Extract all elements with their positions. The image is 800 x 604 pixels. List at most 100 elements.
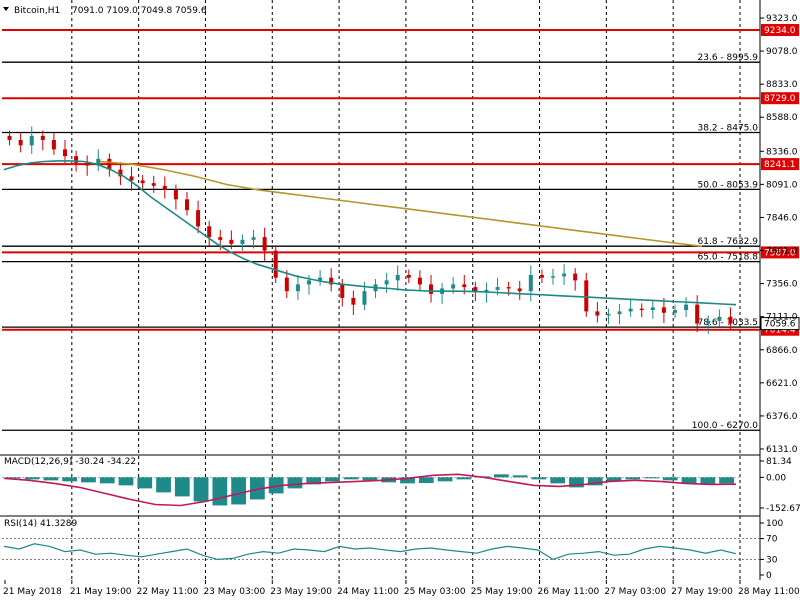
fibo-label: 100.0 - 6270.0 xyxy=(692,421,758,431)
candle-body xyxy=(606,314,611,316)
candle-body xyxy=(185,199,189,211)
macd-bar xyxy=(81,477,96,483)
last-price-label: 7059.6 xyxy=(764,320,796,330)
candle-body xyxy=(262,237,267,251)
price-tick-label: 7356.0 xyxy=(766,280,798,290)
time-tick-label: 21 May 19:00 xyxy=(70,587,132,597)
macd-bar xyxy=(662,477,678,481)
candle-body xyxy=(506,287,511,289)
time-tick-label: 27 May 03:00 xyxy=(604,587,666,597)
candle-body xyxy=(661,307,666,313)
fibo-label: 78.6 - 7033.5 xyxy=(698,318,759,328)
candle-body xyxy=(340,284,345,298)
macd-bar xyxy=(137,477,153,489)
rsi-title: RSI(14) 41.3289 xyxy=(4,519,77,529)
candle-body xyxy=(551,276,555,278)
candle-body xyxy=(18,139,23,146)
candle-body xyxy=(118,169,123,177)
candle-body xyxy=(495,287,500,290)
candle-body xyxy=(406,274,411,278)
macd-bar xyxy=(362,477,378,481)
candle-body xyxy=(129,176,134,181)
rsi-tick-label: 0 xyxy=(766,571,772,581)
price-tick-label: 6866.0 xyxy=(766,346,798,356)
price-tag-label: 8729.0 xyxy=(764,94,796,104)
macd-bar xyxy=(456,477,472,480)
macd-bar xyxy=(606,477,622,482)
time-tick-label: 22 May 11:00 xyxy=(137,587,199,597)
time-tick-label: 23 May 03:00 xyxy=(203,587,265,597)
price-axis: 9323.0 9078.0 8833.0 8588.0 8336.0 8091.0 7846… xyxy=(760,14,798,455)
price-tick-label: 6621.0 xyxy=(766,379,798,389)
candle-body xyxy=(207,226,212,238)
price-tag xyxy=(761,246,799,259)
chevron-down-icon[interactable] xyxy=(3,7,9,11)
candle-body xyxy=(573,273,578,281)
macd-bar xyxy=(418,477,434,483)
candle-body xyxy=(695,304,700,324)
candle-body xyxy=(617,311,622,315)
candle-body xyxy=(628,308,633,312)
macd-bar xyxy=(6,477,21,479)
ma-slow-line xyxy=(99,160,703,248)
candle-body xyxy=(218,237,223,240)
candle-body xyxy=(717,316,722,321)
price-tag-label: 9234.0 xyxy=(764,26,796,36)
candle-body xyxy=(151,183,156,186)
candle-body xyxy=(295,284,300,292)
candle-body xyxy=(173,189,178,200)
candle-body xyxy=(706,320,711,324)
fibo-label: 23.6 - 8995.9 xyxy=(698,53,759,63)
price-tick-label: 7111.0 xyxy=(766,313,798,323)
macd-bar xyxy=(625,477,641,480)
macd-bar xyxy=(700,477,716,485)
candle-body xyxy=(473,287,478,293)
price-tick-label: 9323.0 xyxy=(766,14,798,24)
candle-body xyxy=(562,273,567,277)
vertical-grid xyxy=(71,0,741,580)
candle-body xyxy=(51,139,56,150)
macd-bar xyxy=(325,477,340,482)
macd-bar xyxy=(62,477,78,482)
candle-body xyxy=(429,284,433,294)
candle-body xyxy=(251,237,256,240)
candle-body xyxy=(7,135,12,140)
candle-body xyxy=(140,180,145,184)
macd-bar xyxy=(437,477,453,482)
candle-body xyxy=(417,277,422,285)
price-tag-label: 8241.1 xyxy=(764,160,796,170)
fibo-label: 50.0 - 8053.9 xyxy=(698,180,759,190)
price-tick-label: 8833.0 xyxy=(766,80,798,90)
horizontal-levels: 23.6 - 8995.9 38.2 - 8475.0 50.0 - 8053.9 6… xyxy=(2,24,800,431)
candle-body xyxy=(451,284,456,289)
price-tag xyxy=(761,92,799,105)
candle-body xyxy=(351,297,356,305)
candle-body xyxy=(229,239,234,244)
macd-tick-label: 81.34 xyxy=(766,457,792,467)
candle-body xyxy=(673,310,677,313)
candle-body xyxy=(584,280,589,312)
price-tick-label: 6131.0 xyxy=(766,445,798,455)
macd-bar xyxy=(24,477,40,480)
macd-title: MACD(12,26,9) -30.24 -34.22 xyxy=(4,457,136,467)
fibo-label: 65.0 - 7518.8 xyxy=(698,253,759,263)
candle-body xyxy=(273,250,278,278)
candle-body xyxy=(639,308,644,311)
rsi-tick-label: 70 xyxy=(766,535,778,545)
time-tick-label: 28 May 11:00 xyxy=(738,587,800,597)
last-price-tag xyxy=(760,317,800,331)
candle-body xyxy=(384,280,389,285)
macd-bar xyxy=(400,477,415,484)
candle-body xyxy=(29,135,34,146)
candle-body xyxy=(40,135,45,140)
time-tick-label: 23 May 19:00 xyxy=(270,587,332,597)
fibo-label: 61.8 - 7632.9 xyxy=(698,237,759,247)
time-tick-label: 26 May 11:00 xyxy=(538,587,600,597)
candle-body xyxy=(650,307,655,311)
price-tick-label: 6376.0 xyxy=(766,412,798,422)
rsi-line xyxy=(3,543,737,561)
candle-body xyxy=(539,274,544,278)
ma-fast-line xyxy=(3,160,737,306)
